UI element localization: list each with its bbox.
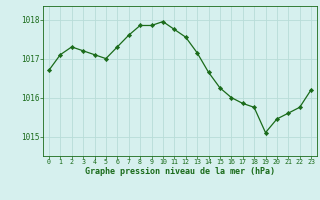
X-axis label: Graphe pression niveau de la mer (hPa): Graphe pression niveau de la mer (hPa): [85, 167, 275, 176]
